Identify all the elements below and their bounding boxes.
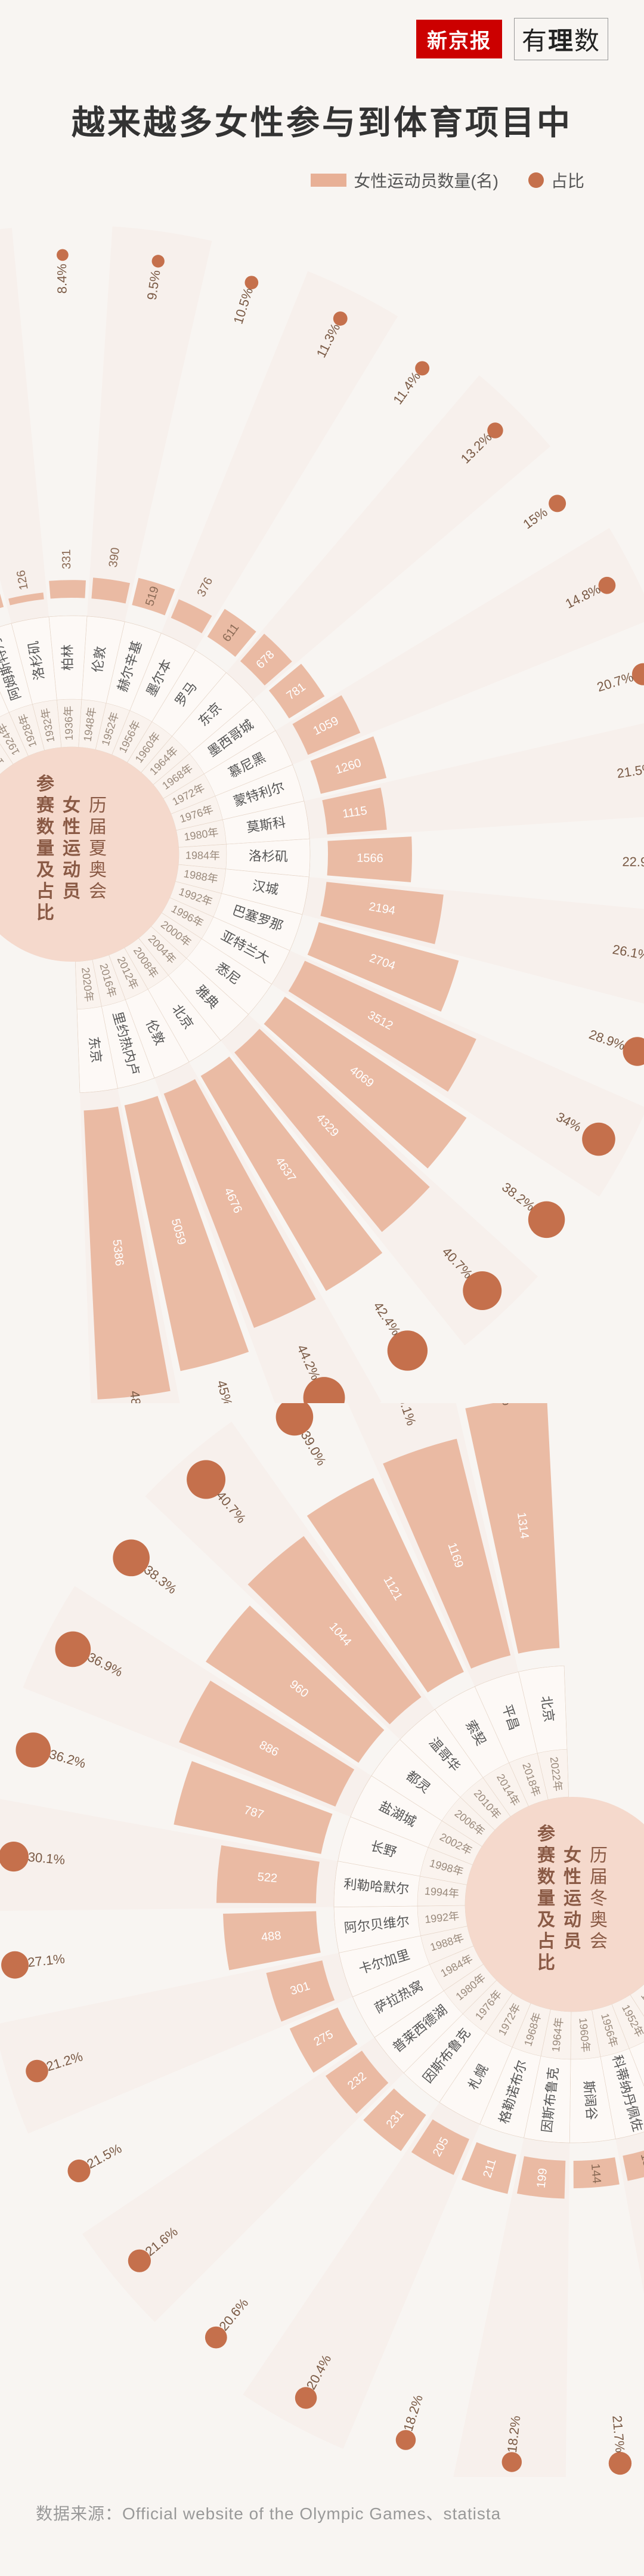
svg-text:动: 动 — [63, 860, 80, 880]
legend: 女性运动员数量(名) 占比 — [0, 168, 644, 210]
svg-text:比: 比 — [537, 1953, 555, 1973]
winter-olympics-chart: 1924年夏蒙尼114.3%1928年圣莫里茨265.6%1932年普莱西德湖2… — [0, 1403, 644, 2477]
svg-text:占: 占 — [36, 882, 54, 901]
svg-text:1566: 1566 — [357, 851, 383, 865]
svg-text:数: 数 — [537, 1867, 556, 1887]
svg-text:东京: 东京 — [86, 1036, 104, 1064]
page: 新京报 有理数 越来越多女性参与到体育项目中 女性运动员数量(名) 占比 189… — [0, 0, 644, 2560]
svg-text:届: 届 — [89, 817, 107, 837]
svg-text:1984年: 1984年 — [185, 850, 220, 862]
svg-text:占: 占 — [537, 1932, 555, 1951]
svg-text:比: 比 — [36, 903, 54, 923]
svg-text:运: 运 — [564, 1889, 581, 1908]
brand-logo: 新京报 — [416, 20, 502, 58]
svg-text:女: 女 — [564, 1845, 581, 1865]
svg-text:历: 历 — [89, 796, 107, 816]
svg-text:奥: 奥 — [89, 860, 107, 880]
svg-text:331: 331 — [60, 549, 73, 570]
legend-item-bar: 女性运动员数量(名) — [311, 168, 499, 192]
legend-circle-swatch — [528, 172, 544, 188]
svg-text:会: 会 — [89, 882, 107, 901]
svg-text:会: 会 — [590, 1932, 608, 1951]
svg-text:性: 性 — [564, 1867, 581, 1887]
svg-text:21.7%: 21.7% — [609, 2415, 627, 2453]
brand-sub-1: 有 — [522, 27, 548, 55]
svg-text:1936年: 1936年 — [63, 706, 75, 740]
svg-text:冬: 冬 — [590, 1889, 608, 1908]
svg-text:及: 及 — [537, 1910, 555, 1930]
svg-text:运: 运 — [63, 839, 80, 858]
svg-text:奥: 奥 — [590, 1910, 608, 1930]
svg-text:数: 数 — [36, 817, 55, 837]
svg-text:30.1%: 30.1% — [27, 1849, 66, 1867]
summer-olympics-chart: 1896年雅典001900年巴黎222.2%1904年圣路易斯60.9%1908… — [0, 210, 644, 1403]
svg-text:22.9%: 22.9% — [622, 854, 644, 870]
legend-bar-swatch — [311, 174, 346, 187]
svg-text:8.4%: 8.4% — [54, 264, 70, 294]
svg-text:动: 动 — [564, 1910, 581, 1930]
svg-text:及: 及 — [36, 860, 54, 880]
svg-text:参: 参 — [537, 1824, 555, 1844]
data-source: 数据来源：Official website of the Olympic Gam… — [0, 2477, 644, 2560]
svg-text:199: 199 — [535, 2167, 550, 2189]
svg-text:量: 量 — [36, 839, 54, 858]
brand-sub-2: 理 — [548, 27, 574, 55]
svg-text:488: 488 — [261, 1929, 282, 1944]
brand-sub: 有理数 — [514, 18, 608, 60]
legend-circle-label: 占比 — [551, 168, 584, 192]
svg-text:522: 522 — [257, 1870, 278, 1885]
svg-text:柏林: 柏林 — [60, 644, 76, 671]
legend-bar-label: 女性运动员数量(名) — [354, 168, 499, 192]
svg-text:历: 历 — [590, 1846, 608, 1865]
svg-text:届: 届 — [590, 1867, 608, 1887]
svg-text:参: 参 — [36, 774, 54, 794]
brand-sub-3: 数 — [574, 27, 600, 55]
svg-text:性: 性 — [63, 817, 80, 837]
page-title: 越来越多女性参与到体育项目中 — [0, 96, 644, 144]
svg-text:144: 144 — [589, 2163, 603, 2184]
svg-text:赛: 赛 — [36, 795, 55, 816]
svg-text:洛杉矶: 洛杉矶 — [249, 848, 288, 864]
svg-text:夏: 夏 — [89, 839, 107, 858]
svg-text:员: 员 — [63, 882, 80, 901]
legend-item-circle: 占比 — [528, 168, 584, 192]
svg-text:量: 量 — [537, 1889, 555, 1908]
svg-text:赛: 赛 — [537, 1845, 556, 1865]
header: 新京报 有理数 — [0, 0, 644, 72]
svg-text:员: 员 — [564, 1932, 581, 1951]
svg-text:女: 女 — [63, 795, 80, 816]
